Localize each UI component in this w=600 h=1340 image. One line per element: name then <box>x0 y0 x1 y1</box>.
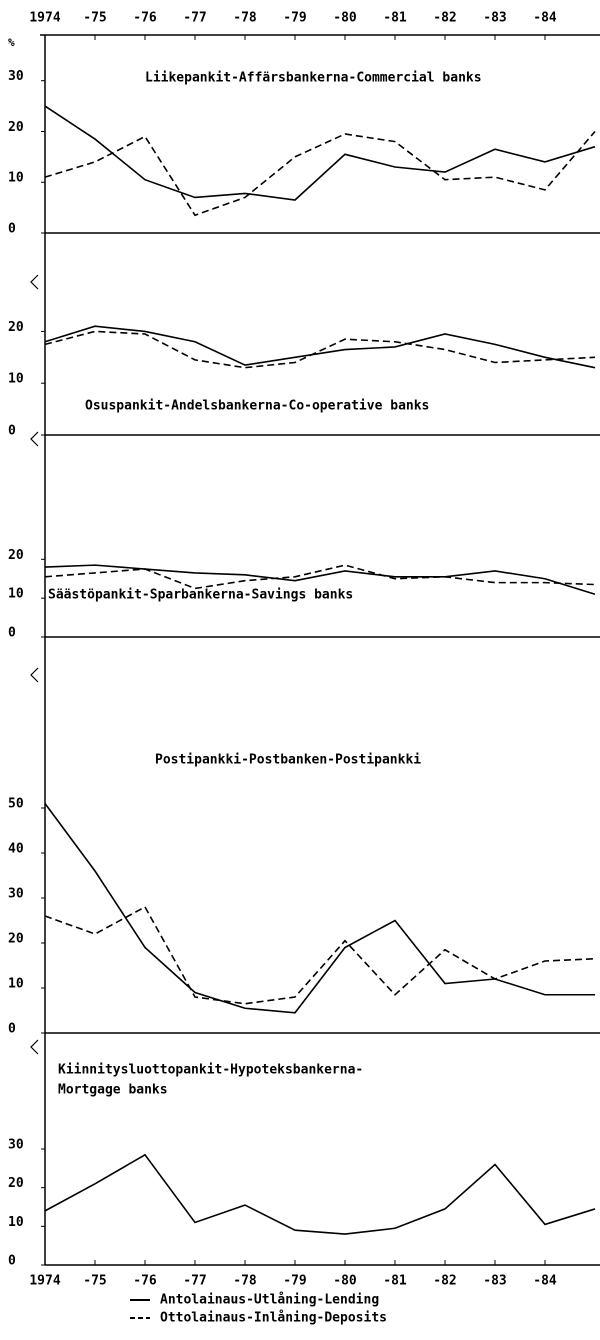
x-tick-label: -76 <box>133 1274 157 1289</box>
series-line <box>44 905 596 1005</box>
y-tick-label: 10 <box>8 1215 24 1230</box>
series-line <box>44 803 595 1014</box>
series-line <box>44 1153 596 1235</box>
panel-title: Säästöpankit-Sparbankerna-Savings banks <box>48 588 353 603</box>
x-tick-label: -84 <box>533 1274 557 1289</box>
panel-title: Mortgage banks <box>58 1083 168 1098</box>
x-tick-label: -78 <box>233 11 257 26</box>
x-tick-label: -75 <box>83 1274 106 1289</box>
x-tick-label: -77 <box>183 11 206 26</box>
y-tick-label: 30 <box>8 1138 24 1153</box>
x-tick-label: -80 <box>333 1274 357 1289</box>
axis-break <box>30 667 39 683</box>
x-tick-label: -82 <box>433 1274 456 1289</box>
axis-break <box>30 1039 39 1055</box>
x-tick-label: -82 <box>433 11 456 26</box>
series-line <box>44 130 596 217</box>
series-line <box>44 564 596 596</box>
legend-label: Antolainaus-Utlåning-Lending <box>160 1293 379 1308</box>
panel-title: Osuspankit-Andelsbankerna-Co-operative b… <box>85 399 429 414</box>
y-tick-label: 0 <box>8 626 16 641</box>
y-tick-label: 10 <box>8 171 24 186</box>
y-tick-label: 20 <box>8 1176 24 1191</box>
panel-title: Postipankki-Postbanken-Postipankki <box>155 753 421 768</box>
x-tick-label: 1974 <box>29 11 60 26</box>
y-unit: % <box>8 36 15 49</box>
y-tick-label: 10 <box>8 587 24 602</box>
x-tick-label: -83 <box>483 1274 506 1289</box>
axis-breaks <box>30 274 39 1055</box>
y-tick-label: 20 <box>8 120 24 135</box>
x-tick-label: -80 <box>333 11 357 26</box>
y-tick-label: 40 <box>8 842 24 857</box>
y-tick-label: 0 <box>8 1022 16 1037</box>
x-tick-label: -79 <box>283 1274 306 1289</box>
x-tick-label: -77 <box>183 1274 206 1289</box>
x-tick-label: -75 <box>83 11 106 26</box>
series-line <box>44 105 596 201</box>
x-tick-label: -78 <box>233 1274 257 1289</box>
x-tick-label: -81 <box>383 1274 407 1289</box>
legend-label: Ottolainaus-Inlåning-Deposits <box>160 1311 387 1326</box>
y-tick-label: 10 <box>8 372 24 387</box>
y-tick-label: 0 <box>8 424 16 439</box>
x-tick-label: -76 <box>133 11 157 26</box>
y-tick-label: 10 <box>8 977 24 992</box>
x-tick-label: -83 <box>483 11 506 26</box>
panel-title: Kiinnitysluottopankit-Hypoteksbankerna- <box>58 1063 363 1078</box>
y-tick-label: 0 <box>8 1254 16 1269</box>
panel-title: Liikepankit-Affärsbankerna-Commercial ba… <box>145 71 482 86</box>
y-tick-label: 30 <box>8 887 24 902</box>
y-tick-label: 50 <box>8 797 24 812</box>
series-line <box>44 330 596 369</box>
series-line <box>44 564 596 590</box>
x-tick-label: -79 <box>283 11 306 26</box>
x-tick-label: 1974 <box>29 1274 60 1289</box>
y-tick-label: 30 <box>8 69 24 84</box>
y-tick-label: 20 <box>8 320 24 335</box>
x-tick-label: -84 <box>533 11 557 26</box>
series-line <box>44 325 596 369</box>
axis-break <box>30 274 39 290</box>
x-tick-label: -81 <box>383 11 407 26</box>
y-tick-label: 20 <box>8 548 24 563</box>
y-tick-label: 0 <box>8 222 16 237</box>
y-tick-label: 20 <box>8 932 24 947</box>
axis-break <box>30 431 39 447</box>
